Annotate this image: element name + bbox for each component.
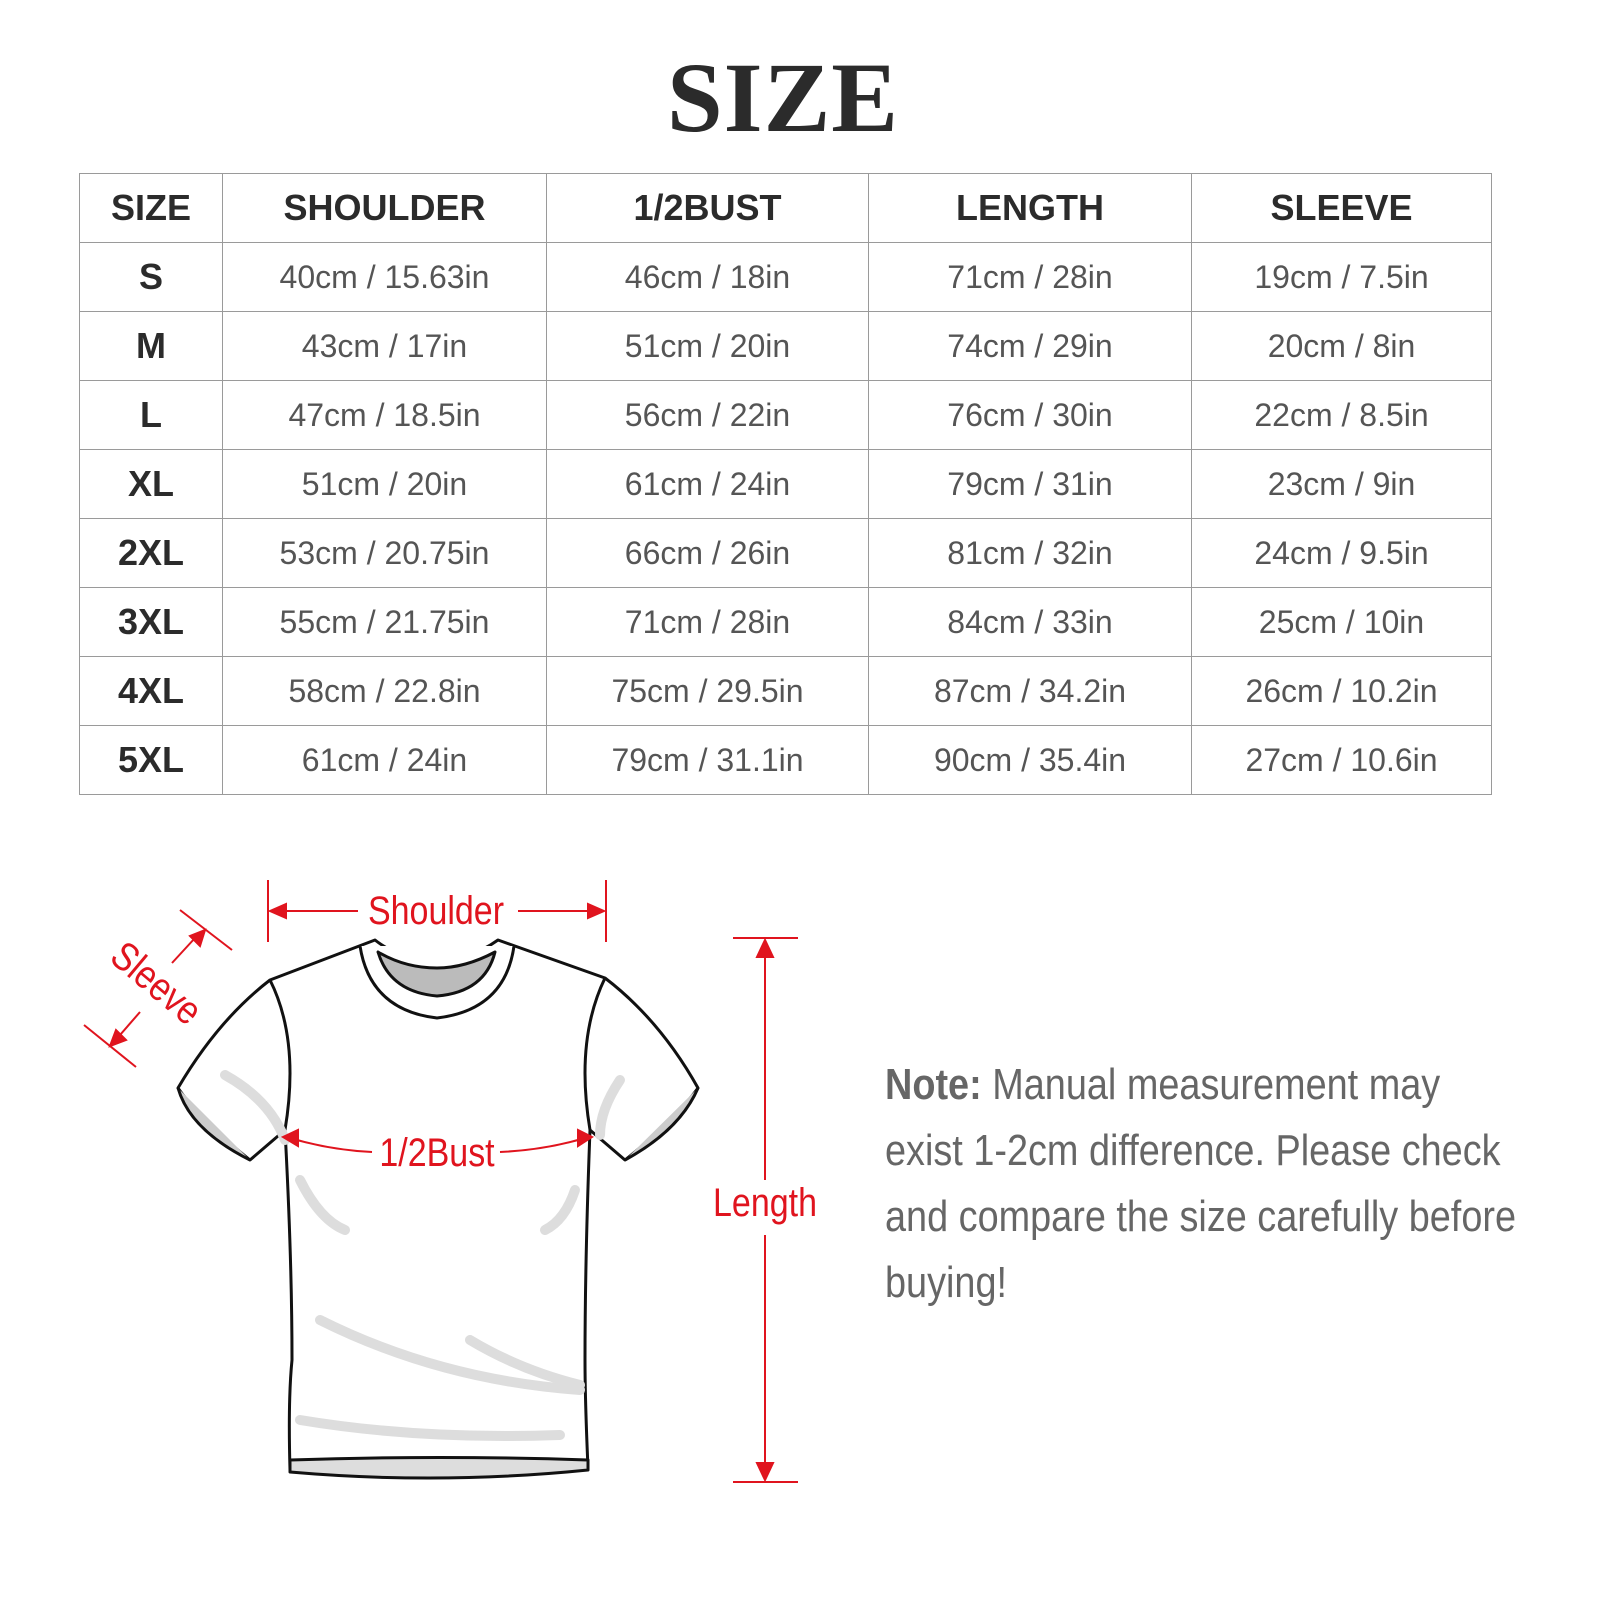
measurement-cell: 47cm / 18.5in <box>222 380 547 450</box>
column-header: SHOULDER <box>222 173 547 243</box>
note-label: Note: <box>885 1060 982 1109</box>
size-cell: 4XL <box>79 656 223 726</box>
measurement-cell: 51cm / 20in <box>546 311 869 381</box>
note-body: Manual measurement may exist 1-2cm diffe… <box>885 1060 1517 1307</box>
measurement-cell: 24cm / 9.5in <box>1191 518 1492 588</box>
measurement-cell: 55cm / 21.75in <box>222 587 547 657</box>
measurement-cell: 58cm / 22.8in <box>222 656 547 726</box>
measurement-cell: 53cm / 20.75in <box>222 518 547 588</box>
measurement-cell: 79cm / 31in <box>868 449 1192 519</box>
size-cell: 5XL <box>79 725 223 795</box>
measurement-cell: 76cm / 30in <box>868 380 1192 450</box>
measurement-cell: 46cm / 18in <box>546 242 869 312</box>
measurement-cell: 19cm / 7.5in <box>1191 242 1492 312</box>
measurement-cell: 87cm / 34.2in <box>868 656 1192 726</box>
tshirt-diagram: Shoulder Sleeve 1/2Bust Length <box>83 880 817 1483</box>
table-row: 3XL 55cm / 21.75in 71cm / 28in 84cm / 33in 2… <box>79 587 1492 657</box>
measurement-cell: 84cm / 33in <box>868 587 1192 657</box>
bust-label: 1/2Bust <box>379 1129 495 1174</box>
measurement-cell: 61cm / 24in <box>222 725 547 795</box>
measurement-cell: 79cm / 31.1in <box>546 725 869 795</box>
table-row: 2XL 53cm / 20.75in 66cm / 26in 81cm / 32in 2… <box>79 518 1492 588</box>
fabric-shading <box>220 1070 625 1441</box>
table-row: M 43cm / 17in 51cm / 20in 74cm / 29in 20cm /… <box>79 311 1492 381</box>
measurement-cell: 75cm / 29.5in <box>546 656 869 726</box>
table-row: L 47cm / 18.5in 56cm / 22in 76cm / 30in 22cm… <box>79 380 1492 450</box>
measurement-cell: 71cm / 28in <box>868 242 1192 312</box>
sleeve-label: Sleeve <box>102 932 211 1033</box>
column-header: SIZE <box>79 173 223 243</box>
measurement-cell: 81cm / 32in <box>868 518 1192 588</box>
table-row: XL 51cm / 20in 61cm / 24in 79cm / 31in 23cm … <box>79 449 1492 519</box>
shoulder-label: Shoulder <box>368 887 504 932</box>
table-header-row: SIZE SHOULDER 1/2BUST LENGTH SLEEVE <box>79 173 1492 243</box>
size-cell: L <box>79 380 223 450</box>
measurement-cell: 61cm / 24in <box>546 449 869 519</box>
measurement-cell: 27cm / 10.6in <box>1191 725 1492 795</box>
size-cell: 2XL <box>79 518 223 588</box>
measurement-cell: 51cm / 20in <box>222 449 547 519</box>
measurement-cell: 20cm / 8in <box>1191 311 1492 381</box>
page-title: SIZE <box>667 42 899 153</box>
measurement-cell: 90cm / 35.4in <box>868 725 1192 795</box>
size-cell: XL <box>79 449 223 519</box>
note-text: Note: Manual measurement may exist 1-2cm… <box>885 1052 1521 1316</box>
measurement-cell: 66cm / 26in <box>546 518 869 588</box>
measurement-cell: 71cm / 28in <box>546 587 869 657</box>
measurement-cell: 56cm / 22in <box>546 380 869 450</box>
measurement-cell: 23cm / 9in <box>1191 449 1492 519</box>
measurement-cell: 74cm / 29in <box>868 311 1192 381</box>
measurement-cell: 26cm / 10.2in <box>1191 656 1492 726</box>
table-row: 5XL 61cm / 24in 79cm / 31.1in 90cm / 35.4in… <box>79 725 1492 795</box>
size-cell: 3XL <box>79 587 223 657</box>
measurement-cell: 25cm / 10in <box>1191 587 1492 657</box>
size-cell: S <box>79 242 223 312</box>
table-row: S 40cm / 15.63in 46cm / 18in 71cm / 28in 19c… <box>79 242 1492 312</box>
tshirt-illustration <box>176 938 700 1480</box>
measurement-arrows <box>83 880 798 1483</box>
size-cell: M <box>79 311 223 381</box>
column-header: SLEEVE <box>1191 173 1492 243</box>
measurement-cell: 22cm / 8.5in <box>1191 380 1492 450</box>
measurement-cell: 43cm / 17in <box>222 311 547 381</box>
column-header: 1/2BUST <box>546 173 869 243</box>
table-row: 4XL 58cm / 22.8in 75cm / 29.5in 87cm / 34.2… <box>79 656 1492 726</box>
size-table: SIZE SHOULDER 1/2BUST LENGTH SLEEVE S 40cm / … <box>79 173 1492 795</box>
length-label: Length <box>713 1179 817 1224</box>
measurement-cell: 40cm / 15.63in <box>222 242 547 312</box>
column-header: LENGTH <box>868 173 1192 243</box>
